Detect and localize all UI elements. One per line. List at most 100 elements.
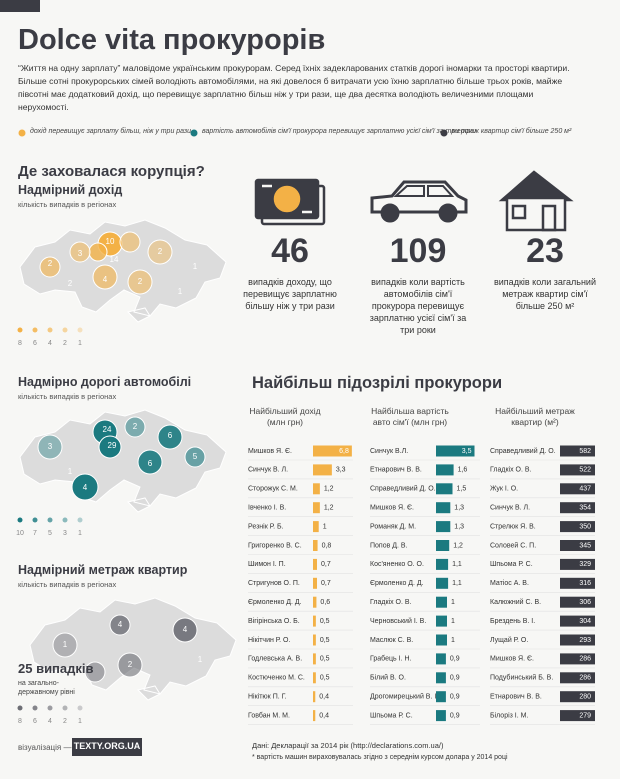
value-badge bbox=[560, 596, 595, 608]
region-value: 1 bbox=[68, 467, 73, 476]
region-value: 1 bbox=[63, 640, 68, 649]
name-label: Попов Д. В. bbox=[370, 542, 408, 549]
region-value: 6 bbox=[148, 459, 153, 468]
name-label: Черновський І. В. bbox=[370, 617, 426, 625]
scale-label: 6 bbox=[33, 340, 37, 347]
map-region bbox=[39, 256, 61, 278]
bar-value-label: 0,7 bbox=[321, 561, 331, 568]
name-label: Шимон І. П. bbox=[248, 561, 286, 568]
bar-value-label: 3,5 bbox=[462, 448, 472, 455]
badge-label: 329 bbox=[579, 561, 591, 568]
bar-value-label: 1,1 bbox=[452, 580, 462, 587]
brand-box bbox=[72, 738, 142, 756]
footer-credit: візуалізація — bbox=[18, 743, 72, 752]
map-region bbox=[127, 269, 153, 295]
map-title: Надмірний дохід bbox=[18, 183, 123, 197]
name-label: Мишков Я. Є. bbox=[490, 656, 534, 663]
name-label: Подубинський Б. В. bbox=[490, 674, 553, 682]
name-label: Єрмоленко Д. Д. bbox=[248, 599, 302, 606]
name-label: Білоріз І. М. bbox=[490, 711, 528, 719]
scale-label: 1 bbox=[78, 340, 82, 347]
name-label: Резнік Р. Б. bbox=[248, 522, 284, 530]
value-badge bbox=[560, 710, 595, 722]
scale-swatch bbox=[62, 517, 68, 523]
name-label: Лущай Р. О. bbox=[490, 636, 528, 644]
name-label: Справедливий Д. О. bbox=[490, 447, 556, 455]
scale-label: 2 bbox=[63, 340, 67, 347]
scale-swatch bbox=[77, 705, 83, 711]
name-label: Єрмоленко Д. Д. bbox=[370, 580, 424, 587]
stat-text: випадків коли загальний метраж квартир с… bbox=[494, 277, 596, 311]
bar-value-label: 1,6 bbox=[458, 467, 468, 474]
region-value: 2 bbox=[158, 247, 163, 256]
stat-value: 109 bbox=[389, 232, 447, 270]
name-label: Гладкіх О. В. bbox=[370, 598, 412, 606]
map-title: Надмірний метраж квартир bbox=[18, 563, 188, 577]
map-region bbox=[37, 434, 63, 460]
bar bbox=[436, 634, 447, 646]
bar bbox=[313, 672, 316, 684]
name-label: Синчук В. Л. bbox=[248, 467, 288, 474]
money-icon bbox=[254, 178, 326, 226]
bar bbox=[313, 540, 318, 551]
name-label: Нікітчин Р. О. bbox=[248, 636, 290, 644]
scale-label: 1 bbox=[78, 718, 82, 725]
scale-swatch bbox=[32, 327, 38, 333]
scale-swatch bbox=[47, 327, 53, 333]
value-badge bbox=[560, 577, 595, 589]
badge-label: 293 bbox=[579, 637, 591, 644]
scale-label: 2 bbox=[63, 718, 67, 725]
region-value: 4 bbox=[83, 483, 88, 492]
badge-label: 316 bbox=[579, 580, 591, 587]
scale-swatch bbox=[62, 705, 68, 711]
footer-brand: TEXTY.ORG.UA bbox=[73, 741, 141, 751]
scale-label: 4 bbox=[48, 718, 52, 725]
map-region bbox=[92, 264, 118, 290]
name-label: Нікітюк П. Г. bbox=[248, 693, 287, 701]
region-value: 2 bbox=[128, 660, 133, 669]
value-badge bbox=[560, 558, 595, 570]
bar-value-label: 1,2 bbox=[324, 486, 334, 493]
bar bbox=[436, 710, 446, 722]
bar bbox=[436, 445, 475, 457]
bar bbox=[436, 464, 454, 476]
bar-value-label: 0,9 bbox=[450, 675, 460, 682]
bar bbox=[436, 691, 446, 703]
bar-value-label: 0,9 bbox=[450, 694, 460, 701]
name-label: Шпьома Р. С. bbox=[490, 561, 533, 568]
region-value: 4 bbox=[118, 620, 123, 629]
scale-label: 8 bbox=[18, 718, 22, 725]
value-badge bbox=[560, 464, 595, 476]
value-badge bbox=[560, 634, 595, 646]
scale-label: 6 bbox=[33, 718, 37, 725]
name-label: Етнарович В. В. bbox=[490, 694, 542, 701]
badge-label: 286 bbox=[579, 656, 591, 663]
region-value: 4 bbox=[103, 275, 108, 284]
region-value: 24 bbox=[103, 425, 112, 434]
bar-value-label: 0,9 bbox=[450, 656, 460, 663]
value-badge bbox=[560, 653, 595, 665]
footer-note: * вартість машин вираховувалась згідно з… bbox=[252, 754, 508, 761]
bar bbox=[436, 483, 453, 495]
map-region bbox=[157, 424, 183, 450]
region-value: 2 bbox=[48, 259, 53, 268]
legend-label: метраж квартир сім'ї більше 250 м² bbox=[452, 128, 572, 135]
bar bbox=[313, 502, 320, 514]
bar bbox=[436, 558, 449, 570]
name-label: Кос'яненко О. О. bbox=[370, 561, 424, 568]
scale-swatch bbox=[77, 327, 83, 333]
bar bbox=[313, 634, 316, 646]
region-value: 3 bbox=[48, 442, 53, 451]
name-label: Сторожук С. М. bbox=[248, 486, 298, 493]
scale-label: 8 bbox=[18, 340, 22, 347]
badge-label: 354 bbox=[579, 505, 591, 512]
badge-label: 582 bbox=[579, 448, 591, 455]
scale-swatch bbox=[17, 327, 23, 333]
stat-value: 46 bbox=[271, 232, 309, 270]
bar-value-label: 3,3 bbox=[336, 467, 346, 474]
map-region bbox=[52, 632, 78, 658]
scale-label: 7 bbox=[33, 530, 37, 537]
bar bbox=[436, 540, 450, 551]
bar bbox=[436, 653, 446, 665]
